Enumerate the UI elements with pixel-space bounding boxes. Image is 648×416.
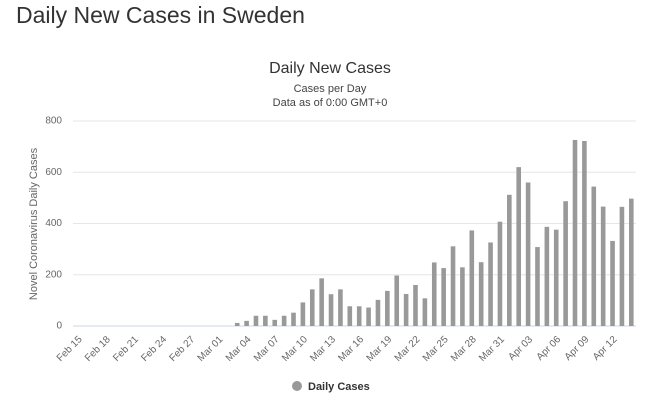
x-tick-label: Mar 01 [196, 334, 226, 364]
bar [403, 293, 409, 326]
bar [347, 306, 353, 326]
chart-title: Daily New Cases [269, 60, 391, 77]
bar [309, 289, 315, 326]
bar [234, 322, 240, 326]
y-tick-label: 800 [45, 116, 62, 127]
bar [272, 319, 278, 326]
bar [535, 247, 540, 326]
bar [516, 167, 522, 326]
bar [431, 262, 437, 326]
bar [441, 268, 446, 326]
x-tick-label: Apr 03 [506, 334, 535, 363]
legend-marker [292, 381, 302, 391]
bar [507, 194, 512, 326]
y-tick-label: 600 [45, 167, 62, 178]
y-tick-label: 200 [45, 269, 62, 280]
bar [281, 315, 287, 326]
bar [525, 182, 531, 326]
x-tick-label: Feb 15 [55, 334, 85, 364]
y-axis-label: Novel Coronavirus Daily Cases [28, 147, 40, 300]
bar [497, 221, 503, 326]
bar [366, 307, 371, 326]
bar [619, 206, 625, 326]
bar [563, 201, 568, 326]
bar [450, 246, 456, 326]
bar [328, 294, 334, 326]
bar [460, 267, 465, 326]
bar [253, 315, 259, 326]
x-tick-label: Mar 25 [421, 334, 451, 364]
y-tick-label: 0 [56, 321, 62, 332]
x-tick-label: Mar 13 [308, 334, 338, 364]
bar [582, 140, 587, 326]
x-tick-label: Mar 28 [449, 334, 479, 364]
bar [629, 198, 634, 326]
bar [488, 242, 493, 326]
x-tick-label: Mar 10 [280, 334, 310, 364]
x-tick-label: Mar 16 [336, 334, 366, 364]
bar [375, 299, 381, 326]
bar [394, 275, 400, 326]
bar [300, 302, 306, 326]
bar [544, 226, 550, 326]
bar [385, 290, 390, 326]
bar [244, 320, 249, 326]
x-tick-label: Mar 22 [393, 334, 423, 364]
x-tick-label: Mar 04 [224, 334, 254, 364]
chart-subtitle: Cases per Day [294, 83, 367, 95]
x-tick-label: Mar 31 [477, 334, 507, 364]
legend-label: Daily Cases [308, 381, 370, 393]
y-tick-label: 400 [45, 218, 62, 229]
x-tick-label: Mar 19 [365, 334, 395, 364]
bar [291, 312, 296, 326]
bar [553, 229, 559, 326]
bar [478, 262, 484, 326]
x-tick-label: Apr 12 [591, 334, 620, 363]
x-tick-label: Apr 06 [535, 334, 564, 363]
bar [572, 139, 578, 326]
x-tick-label: Feb 24 [139, 334, 169, 364]
bar [338, 289, 343, 326]
page-heading: Daily New Cases in Sweden [16, 2, 305, 28]
x-tick-label: Feb 27 [167, 334, 197, 364]
bar [319, 278, 324, 326]
bar [591, 186, 597, 326]
bar [600, 206, 606, 326]
bar [413, 285, 418, 326]
bar [610, 240, 615, 326]
bar [356, 306, 362, 326]
x-tick-label: Feb 18 [83, 334, 113, 364]
bar [263, 315, 268, 326]
chart-subtitle: Data as of 0:00 GMT+0 [273, 97, 388, 109]
x-tick-label: Mar 07 [252, 334, 282, 364]
bar [422, 298, 428, 326]
x-tick-label: Feb 21 [111, 334, 141, 364]
x-tick-label: Apr 09 [563, 334, 592, 363]
bar [469, 230, 475, 326]
